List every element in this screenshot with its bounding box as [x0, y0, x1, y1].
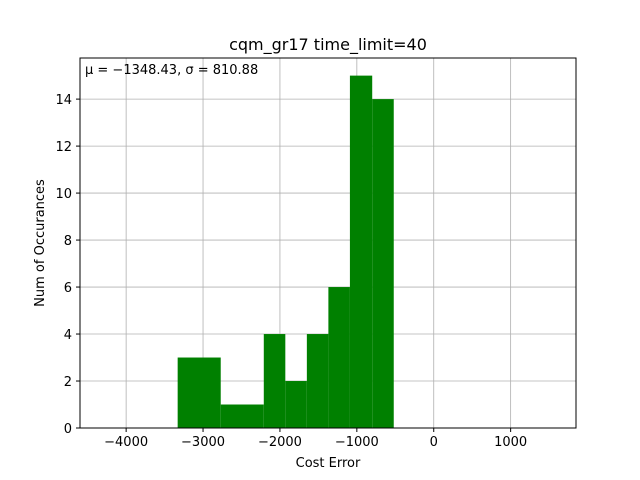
- grid-lines: [80, 58, 576, 429]
- histogram-bar: [306, 334, 329, 428]
- histogram-bar: [372, 99, 394, 428]
- y-axis-label: Num of Occurances: [33, 179, 48, 307]
- histogram-bar: [263, 334, 286, 428]
- histogram-bars: [177, 75, 394, 428]
- histogram-bar: [177, 357, 221, 428]
- x-tick-label: −2000: [258, 435, 302, 450]
- histogram-bar: [349, 75, 373, 428]
- y-tick-label: 14: [55, 93, 72, 108]
- x-tick-label: −1000: [335, 435, 379, 450]
- x-tick-label: −3000: [181, 435, 225, 450]
- y-axis-ticks: 0 2 4 6 8 10 12 14: [55, 93, 80, 437]
- y-tick-label: 2: [64, 375, 72, 390]
- plot-frame: [79, 57, 577, 429]
- histogram-bar: [220, 404, 264, 428]
- x-axis-ticks: −4000 −3000 −2000 −1000 0 1000: [104, 428, 527, 450]
- x-tick-label: 1000: [494, 435, 527, 450]
- histogram-bar: [285, 381, 307, 428]
- y-tick-label: 10: [55, 187, 72, 202]
- y-tick-label: 6: [64, 281, 72, 296]
- chart-title: cqm_gr17 time_limit=40: [229, 35, 427, 55]
- x-tick-label: −4000: [104, 435, 148, 450]
- stats-annotation: μ = −1348.43, σ = 810.88: [85, 63, 258, 78]
- y-tick-label: 4: [64, 328, 72, 343]
- histogram-bar: [328, 287, 350, 428]
- x-axis-label: Cost Error: [296, 456, 361, 471]
- y-tick-label: 12: [55, 140, 72, 155]
- y-tick-label: 0: [64, 422, 72, 437]
- x-tick-label: 0: [430, 435, 438, 450]
- y-tick-label: 8: [64, 234, 72, 249]
